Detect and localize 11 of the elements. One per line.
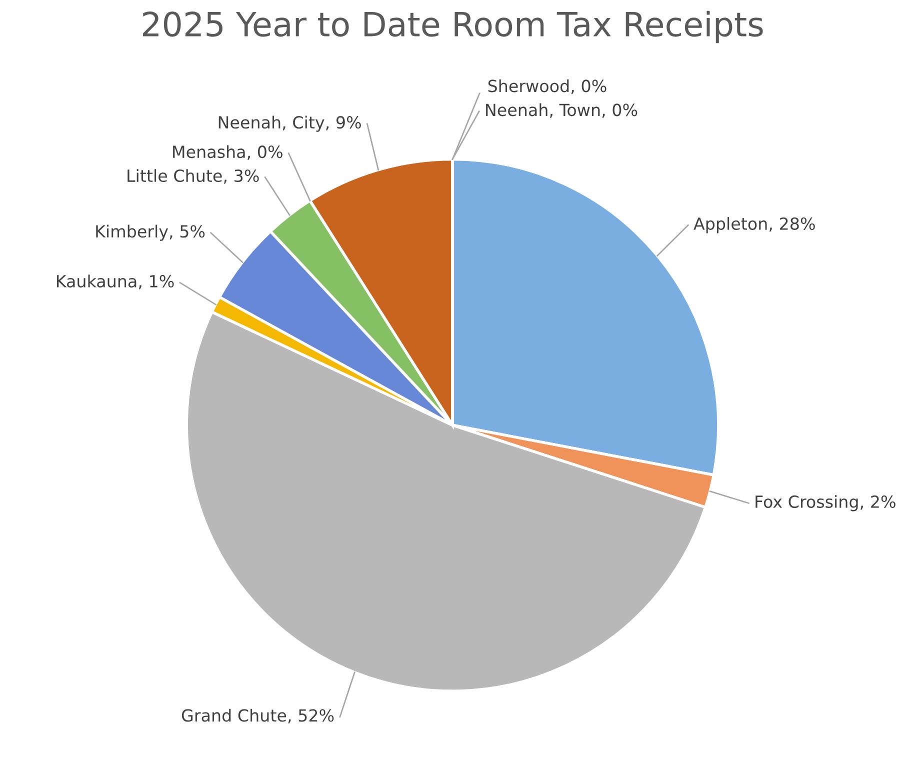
category-label: Sherwood, 0% [488,79,606,94]
slice-label: Neenah, City, 9% [218,116,361,132]
slice-label: Kimberly, 5% [96,224,205,241]
slice-label: Fox Crossing, 2% [756,495,896,512]
chart-title: 2025 Year to Date Room Tax Receipts [142,10,763,44]
category-label: Menasha, 0% [173,145,282,160]
slice-label: Little Chute, 3% [128,169,259,184]
slice-label: Appleton, 28% [694,217,815,234]
category-label: Neenah, Town, 0% [486,103,638,118]
slice-label: Kaukauna, 1% [56,274,174,290]
slice-label: Grand Chute, 52% [182,708,334,724]
